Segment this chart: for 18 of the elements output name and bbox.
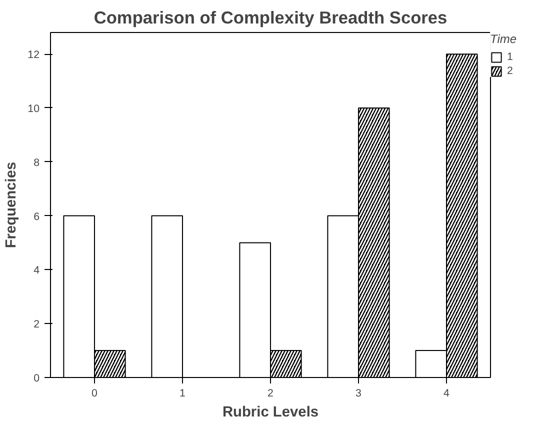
legend-label: 1 [507, 51, 514, 63]
x-tick-label: 1 [180, 388, 186, 400]
x-axis-title: Rubric Levels [222, 404, 319, 420]
x-tick-label: 0 [92, 388, 98, 400]
x-tick-label: 3 [356, 388, 362, 400]
legend-title: Time [490, 32, 518, 46]
legend-label: 2 [507, 65, 514, 77]
y-tick-label: 4 [34, 264, 40, 277]
y-tick-label: 12 [28, 49, 40, 62]
y-tick-label: 0 [34, 372, 40, 384]
y-tick-label: 6 [34, 210, 40, 223]
y-tick-label: 10 [28, 102, 40, 115]
x-tick-label: 4 [444, 388, 450, 400]
y-tick-label: 8 [34, 156, 40, 169]
y-axis-title: Frequencies [4, 162, 20, 248]
x-tick-label: 2 [268, 388, 274, 400]
chart-title: Comparison of Complexity Breadth Scores [94, 8, 448, 28]
y-tick-label: 2 [34, 318, 40, 331]
